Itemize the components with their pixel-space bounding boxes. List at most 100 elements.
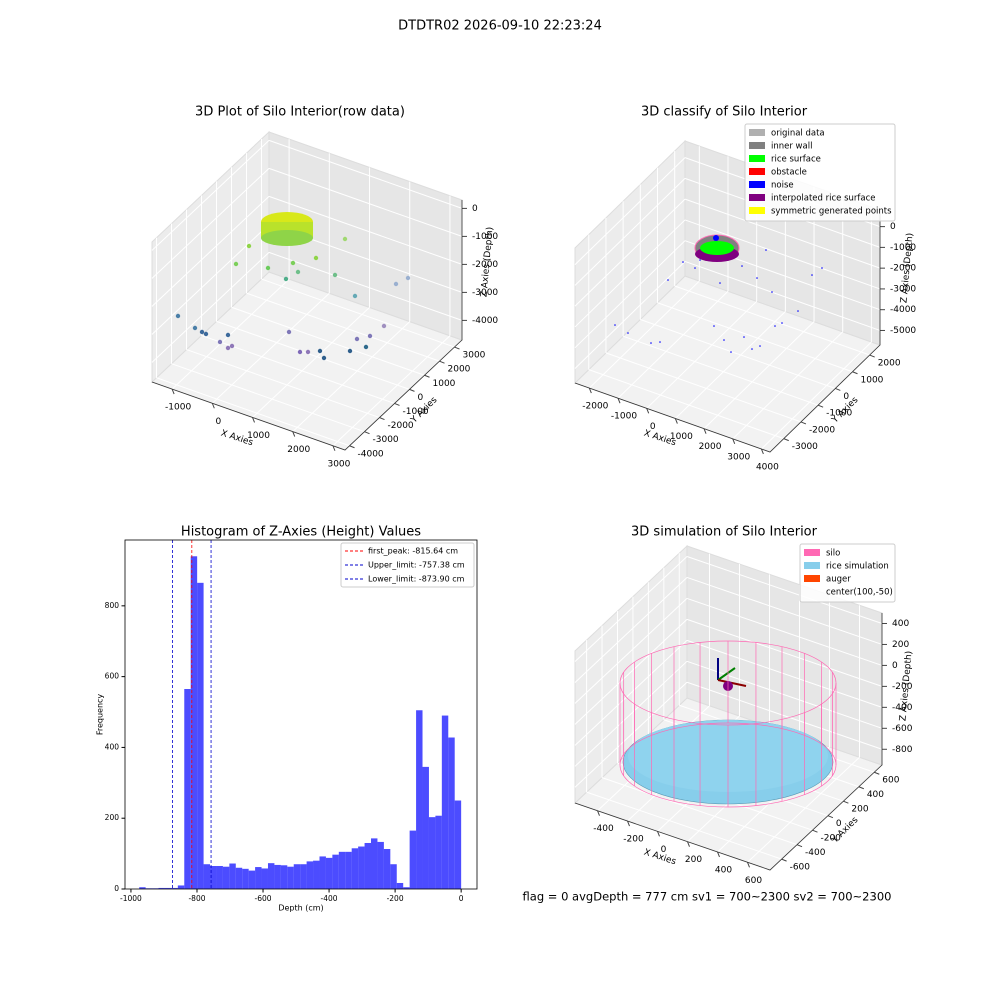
point-decor <box>246 243 252 249</box>
x-tick <box>732 438 736 444</box>
y-tick <box>852 371 858 375</box>
grid-line <box>574 619 688 725</box>
bar <box>255 867 262 889</box>
plot-frame <box>124 539 478 890</box>
point-decor <box>354 336 360 342</box>
bar <box>416 710 423 889</box>
y-tick-label: -4000 <box>358 449 384 459</box>
grid-line <box>151 140 270 251</box>
z-tick-label: -2000 <box>472 260 498 270</box>
y-tick <box>796 844 803 848</box>
x-tick-label: 1000 <box>247 431 270 441</box>
grid-line <box>646 301 758 409</box>
x-tick-label: 600 <box>745 876 762 886</box>
y-tick-label: 2000 <box>448 365 471 375</box>
point-decor <box>352 293 358 299</box>
point-decor <box>225 332 231 338</box>
point-decor <box>650 342 652 344</box>
bar <box>345 851 352 889</box>
y-tick-label: 0 <box>843 392 849 402</box>
y-tick <box>812 829 818 833</box>
point-decor <box>283 276 289 282</box>
bar <box>248 870 256 889</box>
grid-line <box>574 157 686 265</box>
grid-line <box>151 168 270 279</box>
point-decor <box>225 345 231 351</box>
bar <box>261 868 268 889</box>
point-decor <box>295 269 301 275</box>
x-tick <box>627 820 630 827</box>
grid-line <box>588 280 700 389</box>
x-tick-label: 400 <box>715 865 732 875</box>
point-decor <box>290 260 296 266</box>
grid-line <box>151 196 270 307</box>
y-tick-label: 800 <box>105 601 120 610</box>
grid-line <box>684 198 881 269</box>
chart-title: 3D simulation of Silo Interior <box>631 525 818 540</box>
x-tick <box>617 398 621 404</box>
z-tick-label: -400 <box>892 703 913 713</box>
bar <box>300 864 307 889</box>
grid-line <box>605 352 802 423</box>
grid-line <box>657 302 853 373</box>
bar <box>177 885 185 889</box>
grid-line <box>574 639 688 746</box>
grid-line <box>268 167 463 237</box>
grid-line <box>156 377 350 447</box>
bar <box>139 887 146 889</box>
x-tick-label: 2000 <box>287 445 310 455</box>
point-decor <box>297 349 303 355</box>
grid-line <box>675 311 786 419</box>
bar <box>403 887 410 889</box>
y-tick-label: 600 <box>882 776 899 786</box>
y-tick-label: 400 <box>105 742 120 751</box>
point-decor <box>317 348 323 354</box>
bar <box>409 830 417 889</box>
grid-line <box>686 639 883 708</box>
y-tick-label: 2000 <box>878 359 901 369</box>
legend-swatch <box>749 129 765 136</box>
y-tick-label: 200 <box>105 813 120 822</box>
x-tick-label: 3000 <box>327 459 350 469</box>
point-decor <box>751 348 753 350</box>
y-tick <box>439 360 445 364</box>
y-tick-label: 1000 <box>433 379 456 389</box>
point-decor <box>713 235 719 241</box>
z-tick-label: -4000 <box>890 305 916 315</box>
auger-decor <box>717 667 736 681</box>
point-decor <box>229 343 235 349</box>
legend-label: Upper_limit: -757.38 cm <box>368 561 465 570</box>
silo-decor <box>619 640 837 808</box>
grid-line <box>622 335 819 406</box>
grid-line <box>574 556 688 662</box>
bar <box>280 865 288 889</box>
y-tick <box>781 858 787 862</box>
point-decor <box>756 277 758 279</box>
bar <box>190 556 198 889</box>
x-tick <box>747 862 750 868</box>
legend-label: center(100,-50) <box>826 588 893 598</box>
x-tick-label: -400 <box>593 824 614 834</box>
y-tick <box>874 771 880 775</box>
y-tick-label: 0 <box>114 884 119 893</box>
bar <box>222 866 230 889</box>
grid-line <box>151 252 270 363</box>
bar <box>164 887 172 889</box>
bar <box>313 860 320 889</box>
point-decor <box>286 329 292 335</box>
x-tick <box>703 428 707 434</box>
bar <box>377 841 384 889</box>
x-tick <box>760 448 764 455</box>
legend-swatch <box>804 562 820 569</box>
grid-line <box>588 369 784 440</box>
z-tick-label: -3000 <box>890 284 916 294</box>
point-decor <box>627 332 629 334</box>
bar <box>390 864 397 889</box>
z-tick-label: 0 <box>472 204 478 214</box>
y-tick <box>454 346 460 350</box>
bar <box>351 848 359 889</box>
grid-line <box>268 251 463 321</box>
point-decor <box>192 325 198 331</box>
grid-line <box>216 320 410 390</box>
bar <box>325 857 333 889</box>
